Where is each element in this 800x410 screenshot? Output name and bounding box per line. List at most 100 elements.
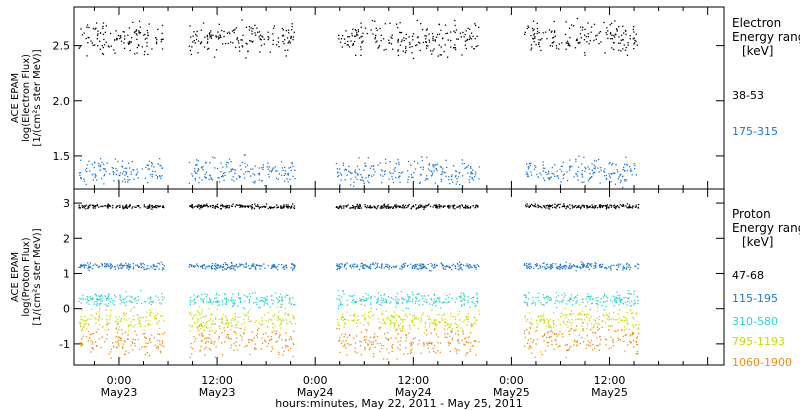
data-point: [128, 268, 130, 271]
data-point: [411, 206, 413, 208]
data-point: [264, 341, 267, 343]
data-point: [201, 167, 203, 169]
data-point: [116, 323, 118, 325]
data-point: [218, 300, 220, 303]
data-point: [379, 351, 381, 353]
data-point: [404, 318, 406, 321]
data-point: [404, 299, 406, 301]
data-point: [579, 318, 582, 320]
data-point: [189, 25, 191, 27]
proton-y-tick-label: 3: [63, 197, 70, 210]
data-point: [385, 48, 387, 51]
data-point: [464, 206, 466, 208]
data-point: [215, 49, 218, 51]
data-point: [460, 267, 462, 269]
data-point: [444, 44, 446, 46]
data-point: [258, 172, 261, 174]
data-point: [610, 318, 612, 320]
data-point: [597, 323, 599, 325]
data-point: [231, 168, 234, 170]
data-point: [619, 338, 621, 341]
data-point: [353, 185, 355, 187]
data-point: [635, 353, 637, 355]
data-point: [360, 265, 362, 267]
data-point: [544, 350, 547, 352]
series-310-580: [78, 289, 639, 311]
data-point: [104, 174, 106, 176]
data-point: [290, 303, 292, 305]
data-point: [611, 325, 614, 327]
data-point: [244, 205, 246, 207]
data-point: [577, 41, 579, 44]
data-point: [435, 300, 437, 303]
data-point: [626, 268, 628, 270]
data-point: [238, 297, 240, 299]
data-point: [241, 45, 243, 47]
data-point: [432, 172, 434, 174]
data-point: [467, 266, 469, 268]
data-point: [224, 205, 227, 207]
data-point: [592, 206, 594, 209]
data-point: [130, 344, 132, 347]
data-point: [620, 319, 622, 321]
data-point: [445, 32, 447, 35]
data-point: [269, 170, 271, 172]
data-point: [595, 319, 597, 321]
data-point: [411, 266, 413, 268]
data-point: [606, 27, 608, 29]
data-point: [85, 204, 87, 206]
data-point: [461, 305, 463, 307]
data-point: [254, 182, 256, 184]
data-point: [546, 38, 548, 40]
data-point: [421, 314, 424, 316]
data-point: [234, 269, 236, 271]
data-point: [458, 268, 460, 270]
data-point: [528, 298, 530, 300]
data-point: [205, 177, 207, 179]
data-point: [631, 207, 633, 209]
data-point: [230, 328, 232, 331]
data-point: [435, 206, 437, 209]
data-point: [89, 266, 91, 269]
data-point: [385, 205, 387, 207]
data-point: [617, 337, 619, 339]
data-point: [104, 295, 106, 297]
data-point: [128, 267, 131, 269]
data-point: [604, 309, 606, 311]
data-point: [216, 203, 219, 206]
data-point: [145, 206, 147, 208]
data-point: [464, 167, 466, 170]
x-tick-time-label: 12:00: [201, 374, 233, 387]
data-point: [425, 41, 427, 43]
data-point: [614, 300, 616, 302]
data-point: [210, 349, 212, 351]
electron-legend-units: [keV]: [742, 44, 773, 58]
data-point: [441, 170, 444, 172]
data-point: [380, 304, 382, 306]
data-point: [608, 315, 610, 317]
data-point: [456, 206, 458, 208]
data-point: [579, 41, 581, 44]
data-point: [293, 264, 296, 266]
data-point: [574, 339, 576, 341]
data-point: [541, 38, 543, 40]
data-point: [587, 266, 589, 268]
data-point: [363, 169, 365, 171]
data-point: [372, 165, 374, 167]
data-point: [162, 333, 164, 335]
data-point: [215, 294, 217, 296]
data-point: [557, 319, 560, 321]
data-point: [108, 353, 110, 355]
data-point: [129, 179, 131, 181]
data-point: [579, 304, 581, 306]
data-point: [526, 303, 528, 306]
data-point: [589, 206, 591, 208]
data-point: [470, 171, 472, 173]
data-point: [127, 162, 130, 164]
data-point: [288, 302, 290, 304]
data-point: [138, 320, 141, 323]
data-point: [204, 204, 206, 206]
data-point: [568, 349, 570, 351]
data-point: [285, 347, 287, 349]
data-point: [393, 311, 395, 313]
